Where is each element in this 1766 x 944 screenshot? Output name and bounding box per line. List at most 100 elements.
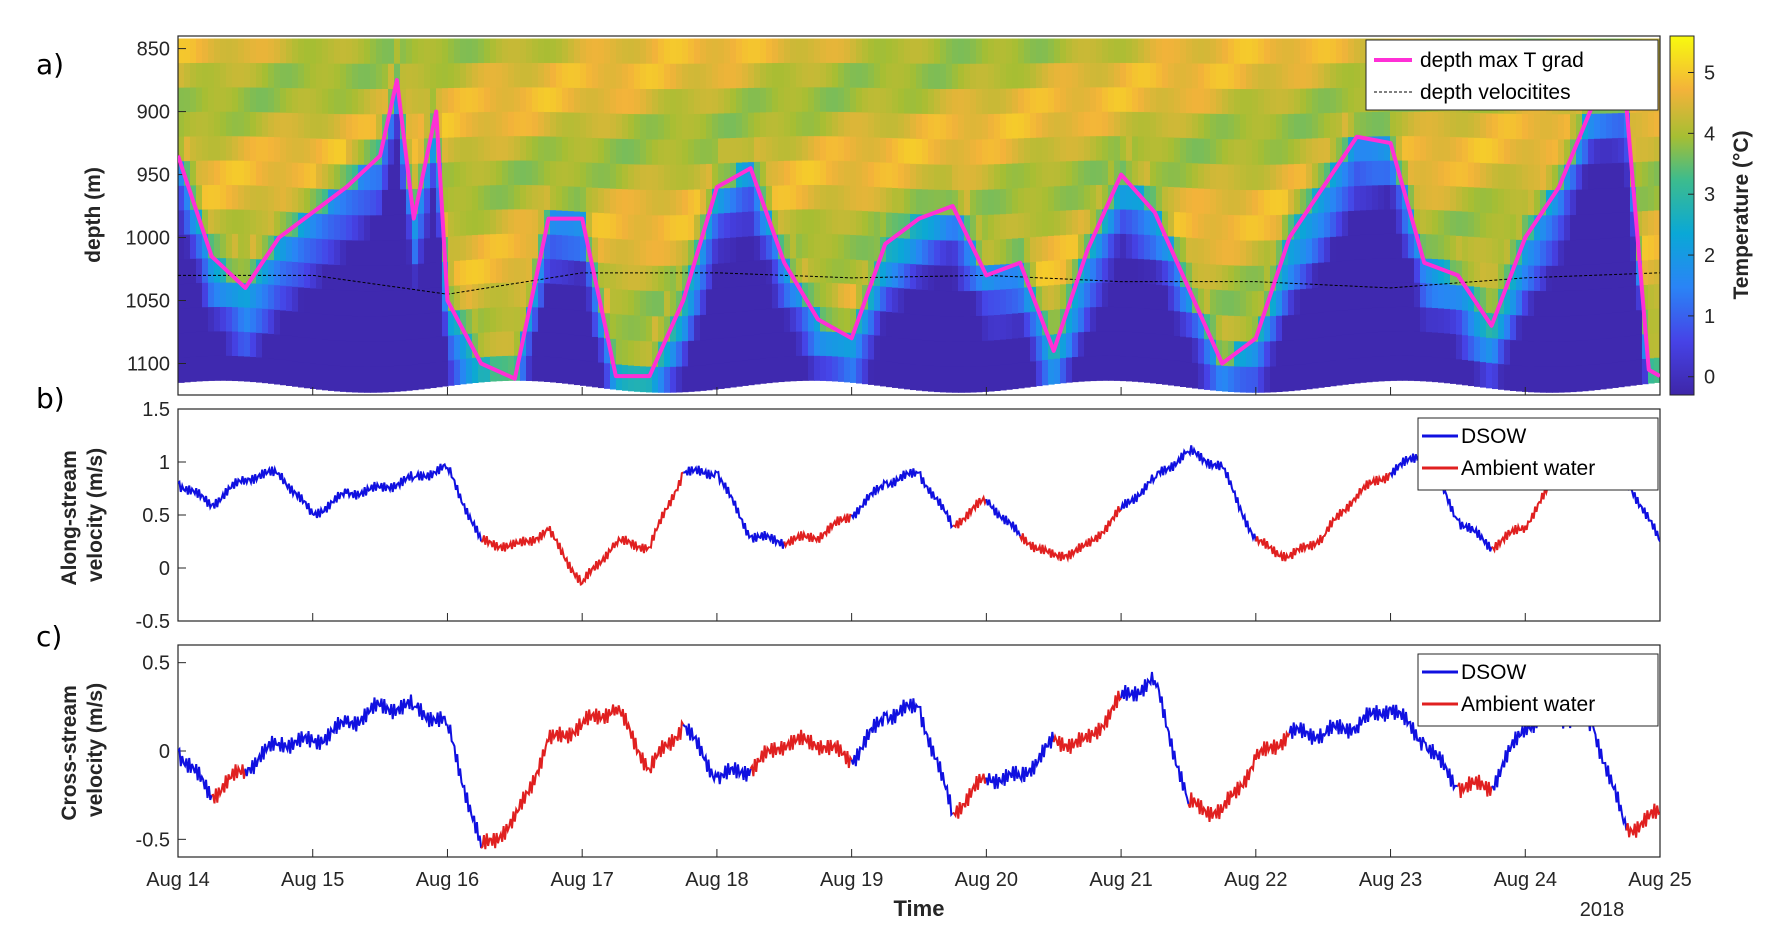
heatmap-cell: [1534, 341, 1541, 368]
heatmap-cell: [1582, 214, 1589, 241]
heatmap-cell: [1564, 366, 1571, 393]
heatmap-cell: [196, 185, 203, 211]
heatmap-cell: [1036, 212, 1043, 238]
heatmap-cell: [604, 63, 611, 90]
heatmap-cell: [1480, 312, 1487, 338]
heatmap-cell: [1414, 233, 1421, 259]
heatmap-cell: [1018, 263, 1025, 289]
heatmap-cell: [184, 161, 191, 187]
heatmap-cell: [1300, 188, 1307, 215]
heatmap-cell: [1114, 258, 1121, 284]
velocity-segment: [783, 729, 819, 751]
heatmap-cell: [1066, 185, 1073, 211]
velocity-segment: [1389, 704, 1426, 751]
heatmap-cell: [1186, 337, 1193, 363]
heatmap-cell: [604, 88, 611, 115]
heatmap-cell: [370, 265, 377, 292]
heatmap-cell: [250, 38, 257, 64]
heatmap-cell: [1492, 238, 1499, 265]
heatmap-cell: [586, 212, 593, 238]
heatmap-cell: [1558, 366, 1565, 393]
heatmap-cell: [1048, 211, 1055, 237]
heatmap-cell: [1246, 114, 1253, 141]
heatmap-cell: [1492, 363, 1499, 390]
heatmap-cell: [946, 316, 953, 343]
heatmap-cell: [1444, 284, 1451, 310]
heatmap-cell: [508, 38, 515, 64]
heatmap-cell: [1582, 315, 1589, 341]
heatmap-cell: [1228, 366, 1235, 393]
heatmap-cell: [1594, 163, 1601, 190]
heatmap-cell: [1342, 186, 1349, 212]
heatmap-cell: [370, 316, 377, 343]
heatmap-cell: [1126, 283, 1133, 309]
heatmap-cell: [1342, 112, 1349, 138]
panel-a-frame: [177, 35, 1661, 396]
heatmap-cell: [256, 283, 263, 309]
heatmap-cell: [790, 38, 797, 64]
heatmap-cell: [976, 265, 983, 292]
heatmap-cell: [1582, 189, 1589, 216]
heatmap-cell: [1420, 282, 1427, 309]
heatmap-cell: [760, 38, 767, 64]
heatmap-cell: [760, 235, 767, 261]
heatmap-cell: [922, 88, 929, 115]
heatmap-cell: [364, 38, 371, 65]
heatmap-cell: [1330, 336, 1337, 362]
heatmap-cell: [658, 316, 665, 343]
heatmap-cell: [862, 38, 869, 64]
heatmap-cell: [388, 341, 395, 367]
heatmap-cell: [910, 289, 917, 315]
heatmap-cell: [610, 63, 617, 90]
heatmap-cell: [874, 88, 881, 114]
heatmap-cell: [556, 161, 563, 187]
heatmap-cell: [190, 234, 197, 260]
heatmap-cell: [1078, 38, 1085, 64]
heatmap-cell: [1330, 212, 1337, 238]
heatmap-cell: [724, 262, 731, 289]
heatmap-cell: [1042, 87, 1049, 114]
heatmap-cell: [646, 38, 653, 65]
heatmap-cell: [862, 358, 869, 385]
heatmap-cell: [532, 62, 539, 88]
heatmap-cell: [1216, 88, 1223, 115]
heatmap-cell: [616, 138, 623, 165]
heatmap-cell: [1528, 139, 1535, 166]
heatmap-cell: [736, 137, 743, 164]
velocity-segment: [1086, 690, 1122, 743]
heatmap-cell: [514, 233, 521, 259]
heatmap-cell: [1582, 340, 1589, 367]
heatmap-cell: [1510, 340, 1517, 366]
heatmap-cell: [886, 162, 893, 189]
heatmap-cell: [304, 262, 311, 289]
heatmap-cell: [334, 114, 341, 140]
heatmap-cell: [388, 139, 395, 166]
heatmap-cell: [334, 214, 341, 241]
heatmap-cell: [964, 215, 971, 242]
heatmap-cell: [874, 38, 881, 64]
heatmap-cell: [1444, 136, 1451, 163]
heatmap-cell: [856, 259, 863, 286]
heatmap-cell: [1642, 211, 1649, 237]
heatmap-cell: [1408, 136, 1415, 162]
heatmap-cell: [430, 312, 437, 339]
heatmap-cell: [1558, 341, 1565, 368]
heatmap-cell: [712, 288, 719, 315]
heatmap-cell: [706, 239, 713, 265]
heatmap-cell: [586, 261, 593, 288]
heatmap-cell: [742, 38, 749, 64]
heatmap-cell: [730, 262, 737, 288]
heatmap-cell: [640, 38, 647, 65]
heatmap-cell: [178, 185, 185, 211]
y-tick-label: 0: [159, 741, 170, 763]
heatmap-cell: [1402, 282, 1409, 308]
heatmap-cell: [880, 261, 887, 288]
velocity-segment: [1423, 741, 1459, 792]
heatmap-cell: [832, 62, 839, 89]
heatmap-cell: [910, 63, 917, 90]
heatmap-cell: [1132, 332, 1139, 358]
heatmap-cell: [1336, 335, 1343, 361]
heatmap-cell: [268, 87, 275, 113]
heatmap-cell: [1168, 137, 1175, 163]
